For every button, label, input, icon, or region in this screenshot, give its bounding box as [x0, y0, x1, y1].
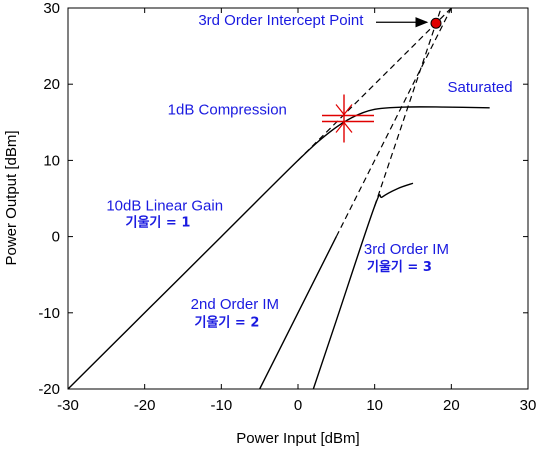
- series-im3: [312, 182, 414, 390]
- annotation-saturated-label: Saturated: [448, 79, 513, 96]
- y-tick-label: 20: [43, 76, 60, 93]
- annotation-ip3-label: 3rd Order Intercept Point: [198, 12, 364, 29]
- annotation-compression-label: 1dB Compression: [168, 102, 287, 119]
- annotation-linear-gain-label: 10dB Linear Gain: [106, 198, 223, 215]
- y-axis-title: Power Output [dBm]: [3, 130, 20, 265]
- x-tick-label: -10: [210, 397, 232, 414]
- series-layer: [67, 7, 490, 390]
- x-tick-label: 30: [520, 397, 537, 414]
- compression-marker: [322, 94, 374, 143]
- annotation-im2-label: 2nd Order IM: [191, 296, 279, 313]
- x-axis-title: Power Input [dBm]: [236, 430, 359, 447]
- series-im2: [259, 236, 337, 390]
- x-tick-label: -30: [57, 397, 79, 414]
- y-tick-label: 10: [43, 152, 60, 169]
- y-tick-label: -10: [38, 305, 60, 322]
- annotation-layer: 3rd Order Intercept Point 1dB Compression…: [106, 12, 512, 331]
- x-tick-label: 0: [294, 397, 302, 414]
- series-fundamental: [67, 106, 490, 390]
- x-tick-label: -20: [134, 397, 156, 414]
- annotation-linear-gain-slope: 기울기 = 1: [126, 215, 191, 231]
- plot-area: [67, 7, 529, 390]
- x-tick-label: 10: [366, 397, 383, 414]
- y-tick-label: 0: [52, 229, 60, 246]
- y-tick-label: 30: [43, 0, 60, 17]
- intercept-point-marker: [430, 17, 442, 29]
- x-tick-label: 20: [443, 397, 460, 414]
- annotation-im3-slope: 기울기 = 3: [367, 259, 432, 275]
- annotation-im2-slope: 기울기 = 2: [195, 315, 260, 331]
- annotation-im3-label: 3rd Order IM: [364, 241, 449, 258]
- y-tick-label: -20: [38, 381, 60, 398]
